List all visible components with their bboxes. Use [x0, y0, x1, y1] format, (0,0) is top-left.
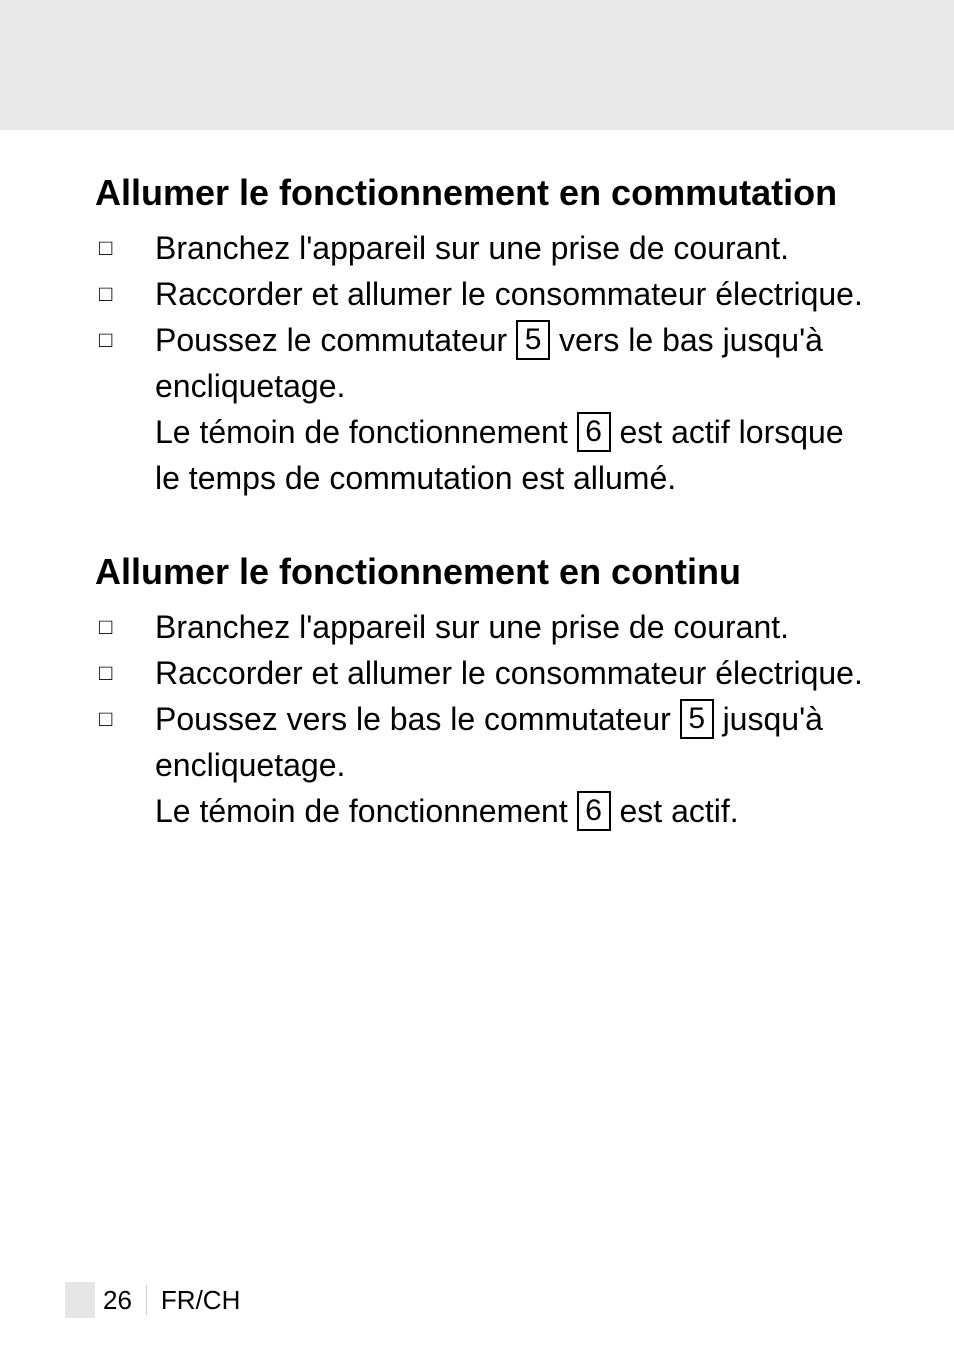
bullet-icon: □ [95, 317, 155, 363]
list-item: □ Poussez le commutateur 5 vers le bas j… [95, 317, 869, 501]
section-1: Allumer le fonctionnement en commutation… [95, 170, 869, 501]
list-item-body: Branchez l'appareil sur une prise de cou… [155, 604, 869, 650]
bullet-icon: □ [95, 604, 155, 650]
section-heading: Allumer le fonctionnement en commutation [95, 170, 869, 215]
page-locale: FR/CH [161, 1285, 240, 1316]
section-heading: Allumer le fonctionnement en continu [95, 549, 869, 594]
reference-box: 6 [577, 791, 611, 831]
list-item: □ Branchez l'appareil sur une prise de c… [95, 604, 869, 650]
bullet-icon: □ [95, 696, 155, 742]
footer-tab [65, 1282, 95, 1318]
footer-divider [146, 1285, 147, 1315]
bullet-icon: □ [95, 225, 155, 271]
list-item: □ Poussez vers le bas le commutateur 5 j… [95, 696, 869, 834]
page-number: 26 [103, 1285, 132, 1316]
list-item: □ Raccorder et allumer le consommateur é… [95, 271, 869, 317]
list-item-body: Raccorder et allumer le consommateur éle… [155, 650, 869, 696]
reference-box: 6 [577, 412, 611, 452]
list-item-body: Poussez le commutateur 5 vers le bas jus… [155, 317, 869, 501]
reference-box: 5 [680, 699, 714, 739]
list-item: □ Raccorder et allumer le consommateur é… [95, 650, 869, 696]
page-content: Allumer le fonctionnement en commutation… [0, 130, 954, 834]
page-footer: 26 FR/CH [65, 1282, 240, 1318]
list-item: □ Branchez l'appareil sur une prise de c… [95, 225, 869, 271]
list-item-body: Poussez vers le bas le commutateur 5 jus… [155, 696, 869, 834]
reference-box: 5 [516, 320, 550, 360]
list-item-body: Branchez l'appareil sur une prise de cou… [155, 225, 869, 271]
list-item-body: Raccorder et allumer le consommateur éle… [155, 271, 869, 317]
section-2: Allumer le fonctionnement en continu □ B… [95, 549, 869, 834]
header-band [0, 0, 954, 130]
bullet-icon: □ [95, 650, 155, 696]
bullet-icon: □ [95, 271, 155, 317]
